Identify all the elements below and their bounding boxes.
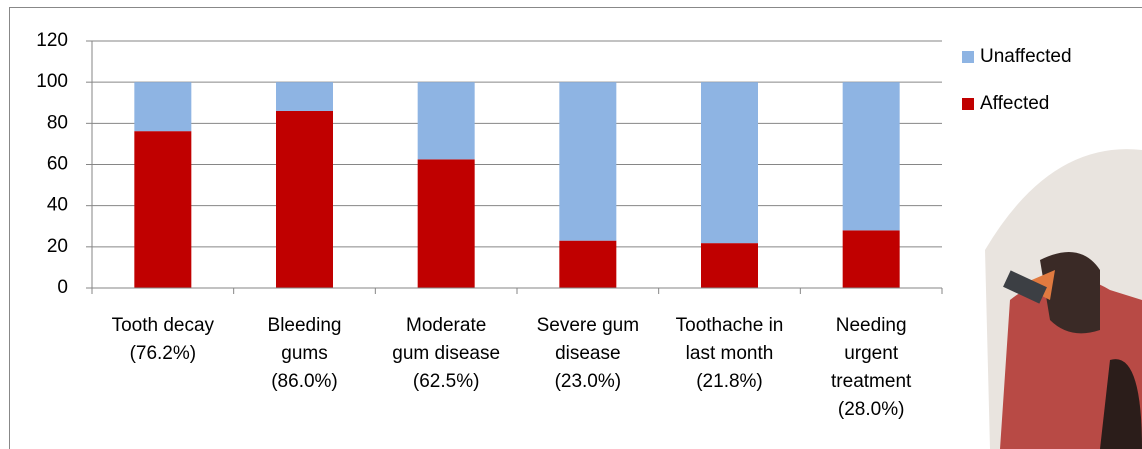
x-tick-label: Tooth decay (76.2%) xyxy=(112,315,215,364)
bar-segment xyxy=(276,110,333,288)
bar-segment xyxy=(842,82,900,231)
photo xyxy=(985,149,1142,449)
x-tick-label-line: Needing xyxy=(836,315,907,336)
y-tick-label: 20 xyxy=(47,236,68,257)
x-tick-label-line: Bleeding xyxy=(268,315,342,336)
bar-segment xyxy=(134,131,192,288)
x-tick-label-line: gums xyxy=(281,343,327,364)
y-tick-label: 0 xyxy=(57,277,68,298)
bar-segment xyxy=(134,82,192,132)
x-tick-label-line: last month xyxy=(686,343,774,364)
y-tick-label: 40 xyxy=(47,195,68,216)
bar-segment xyxy=(701,243,758,288)
x-tick-label-line: Tooth decay xyxy=(112,315,215,336)
x-tick-label-line: Toothache in xyxy=(676,315,784,336)
bar-segment xyxy=(842,230,900,288)
x-tick-label-line: (21.8%) xyxy=(696,371,763,392)
legend-label: Unaffected xyxy=(980,46,1072,67)
bar-segment xyxy=(276,82,333,111)
x-tick-label-line: Moderate xyxy=(406,315,486,336)
bar-segment xyxy=(417,82,475,160)
x-tick-label-line: (23.0%) xyxy=(555,371,622,392)
x-tick-label-line: (28.0%) xyxy=(838,399,905,420)
legend-swatch xyxy=(962,51,974,63)
legend-label: Affected xyxy=(980,93,1049,114)
x-tick-label: Moderate gum disease (62.5%) xyxy=(392,315,500,392)
bar-segment xyxy=(559,82,617,241)
y-tick-label: 120 xyxy=(36,30,68,51)
x-tick-label-line: (62.5%) xyxy=(413,371,480,392)
x-tick-label-line: Severe gum xyxy=(537,315,639,336)
x-tick-label: Bleeding gums (86.0%) xyxy=(268,315,342,392)
y-tick-label: 100 xyxy=(36,71,68,92)
x-tick-label: Toothache in last month (21.8%) xyxy=(676,315,784,392)
y-tick-label: 60 xyxy=(47,154,68,175)
bar-segment xyxy=(417,159,475,288)
bar-segment xyxy=(701,82,758,244)
x-tick-label: Needing urgent treatment (28.0%) xyxy=(831,315,912,420)
bar-segment xyxy=(559,240,617,288)
x-tick-label-line: gum disease xyxy=(392,343,500,364)
x-tick-label-line: treatment xyxy=(831,371,912,392)
x-tick-label: Severe gum disease (23.0%) xyxy=(537,315,639,392)
x-tick-label-line: (76.2%) xyxy=(130,343,197,364)
x-tick-label-line: (86.0%) xyxy=(271,371,338,392)
x-tick-label-line: urgent xyxy=(844,343,899,364)
legend-swatch xyxy=(962,98,974,110)
x-tick-label-line: disease xyxy=(555,343,621,364)
y-tick-label: 80 xyxy=(47,112,68,133)
